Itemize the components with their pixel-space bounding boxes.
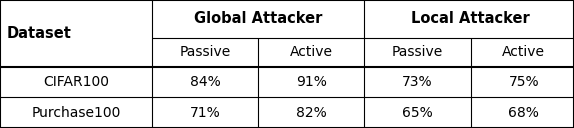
Text: 68%: 68% — [509, 106, 539, 120]
Text: 91%: 91% — [296, 75, 327, 89]
Text: Global Attacker: Global Attacker — [194, 11, 323, 26]
Text: Active: Active — [290, 45, 333, 59]
Text: 73%: 73% — [402, 75, 433, 89]
Text: 65%: 65% — [402, 106, 433, 120]
Text: CIFAR100: CIFAR100 — [43, 75, 109, 89]
Text: 82%: 82% — [296, 106, 327, 120]
Text: 84%: 84% — [190, 75, 220, 89]
Text: Dataset: Dataset — [7, 26, 72, 41]
Text: Active: Active — [502, 45, 545, 59]
Text: Local Attacker: Local Attacker — [412, 11, 530, 26]
Text: Passive: Passive — [392, 45, 443, 59]
Text: Purchase100: Purchase100 — [32, 106, 121, 120]
Text: 75%: 75% — [509, 75, 539, 89]
Text: 71%: 71% — [190, 106, 220, 120]
Text: Passive: Passive — [180, 45, 231, 59]
